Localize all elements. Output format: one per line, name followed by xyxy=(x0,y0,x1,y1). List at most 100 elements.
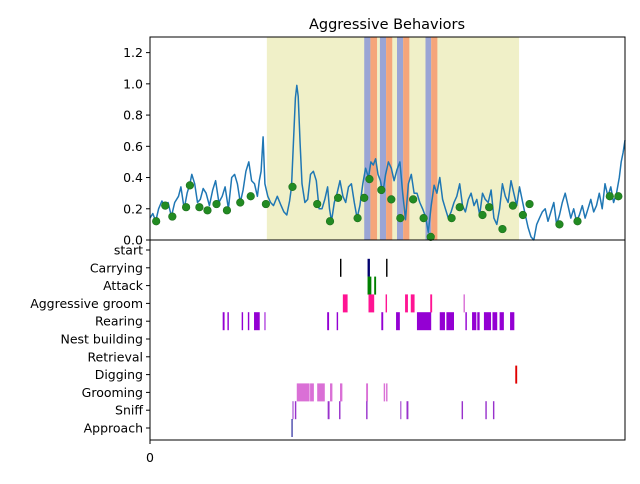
category-label: Aggressive groom xyxy=(30,296,143,311)
data-point xyxy=(313,199,322,209)
event-segment xyxy=(339,401,341,420)
event-segment xyxy=(227,312,229,331)
data-point xyxy=(246,192,255,201)
event-segment xyxy=(368,294,375,313)
category-label: Carrying xyxy=(90,260,143,275)
event-segment xyxy=(405,294,408,313)
x-tick-label: 0 xyxy=(146,450,154,465)
event-segment xyxy=(374,276,377,295)
line-plot-panel: 0.0 0.2 0.4 0.6 0.8 1.0 1.2 xyxy=(123,36,626,248)
data-point xyxy=(222,206,232,215)
event-segment xyxy=(291,419,293,437)
event-segment xyxy=(396,312,400,331)
y-tick-label: 0.6 xyxy=(123,139,143,154)
event-segment xyxy=(499,312,504,331)
category-label: Sniff xyxy=(115,403,143,418)
event-segment xyxy=(439,312,445,331)
event-segment xyxy=(416,312,432,331)
chart-title: Aggressive Behaviors xyxy=(309,17,465,33)
event-band-blue xyxy=(425,37,432,240)
data-point xyxy=(261,199,271,209)
data-point xyxy=(195,203,204,212)
event-segment xyxy=(485,401,487,420)
y-tick-label: 1.2 xyxy=(123,45,143,60)
data-point xyxy=(185,181,194,190)
event-segment xyxy=(222,312,225,331)
event-segment xyxy=(381,312,384,331)
data-point xyxy=(152,217,161,226)
event-segment xyxy=(463,294,465,313)
event-segment xyxy=(461,401,464,420)
category-label: Attack xyxy=(103,278,144,293)
event-raster-panel: start Carrying Attack Aggressive groom Reari… xyxy=(30,239,626,465)
data-point xyxy=(203,206,212,215)
event-segment xyxy=(241,312,244,331)
event-band-orange xyxy=(403,37,410,240)
event-segment xyxy=(483,312,492,331)
data-point xyxy=(396,214,405,223)
event-segment xyxy=(292,401,294,420)
event-segment xyxy=(492,401,495,420)
y-tick-label: 0.8 xyxy=(123,108,143,123)
data-point xyxy=(182,203,191,212)
event-segment xyxy=(310,383,314,402)
event-segment xyxy=(386,383,388,402)
event-segment xyxy=(366,401,368,420)
event-band-orange xyxy=(431,37,438,240)
event-segment xyxy=(264,312,266,331)
category-label: Digging xyxy=(95,367,143,382)
data-point xyxy=(605,192,614,201)
event-segment xyxy=(254,312,260,331)
data-point xyxy=(555,220,564,229)
data-point xyxy=(288,182,297,192)
event-band-blue xyxy=(364,37,371,240)
data-point xyxy=(525,199,534,209)
data-point xyxy=(377,185,386,195)
data-point xyxy=(236,198,245,207)
event-segment xyxy=(342,294,348,313)
event-segment xyxy=(430,294,433,313)
data-point xyxy=(212,199,221,209)
data-point xyxy=(168,212,177,221)
event-band-orange xyxy=(386,37,393,240)
data-point xyxy=(353,214,362,223)
event-segment xyxy=(366,383,369,402)
data-point xyxy=(478,210,487,220)
data-point xyxy=(419,214,428,223)
event-segment xyxy=(340,383,343,402)
data-point xyxy=(426,232,435,241)
data-point xyxy=(573,217,582,226)
data-point xyxy=(508,201,518,210)
y-tick-label: 1.0 xyxy=(123,76,143,91)
event-segment xyxy=(385,294,388,313)
event-segment xyxy=(386,258,388,277)
category-label: Nest building xyxy=(61,332,144,347)
y-tick-label: 0.0 xyxy=(123,233,143,248)
event-segment xyxy=(330,383,333,402)
event-segment xyxy=(294,401,297,420)
event-segment xyxy=(367,276,372,295)
series-line xyxy=(149,84,626,241)
data-point xyxy=(498,224,507,234)
event-segment xyxy=(406,401,409,420)
data-point xyxy=(614,192,623,201)
y-tick-label: 0.2 xyxy=(123,201,143,216)
data-point xyxy=(334,193,343,202)
event-segment xyxy=(247,312,250,331)
data-point xyxy=(518,210,527,220)
event-segment xyxy=(410,294,415,313)
event-segment xyxy=(327,312,330,331)
event-segment xyxy=(510,312,515,331)
event-segment xyxy=(400,401,402,420)
data-point xyxy=(161,201,170,210)
category-label: Grooming xyxy=(82,385,143,400)
category-label: Retrieval xyxy=(87,349,143,364)
event-segment xyxy=(336,312,339,331)
event-segment xyxy=(317,383,325,402)
data-point xyxy=(325,217,335,226)
event-segment xyxy=(492,312,498,331)
category-label: Approach xyxy=(84,421,143,436)
event-band-blue xyxy=(397,37,404,240)
